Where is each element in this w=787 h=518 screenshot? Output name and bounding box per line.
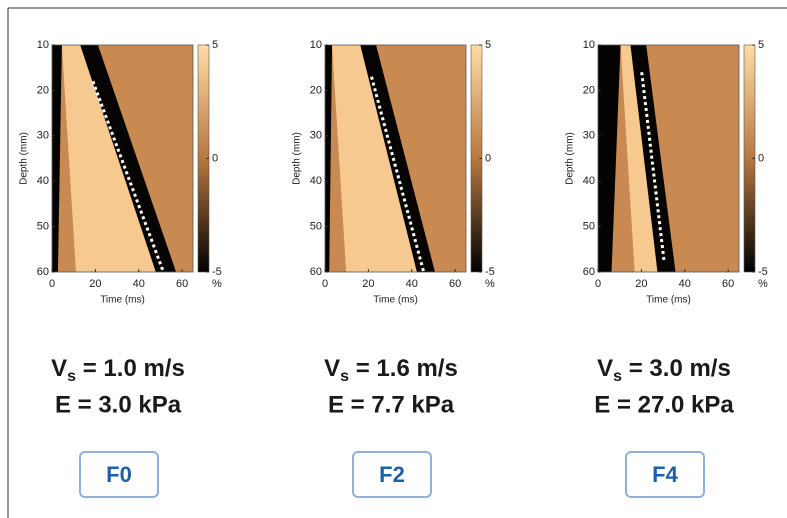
velocity-value: = 1.0 m/s <box>76 355 185 382</box>
y-tick-label: 20 <box>583 84 595 96</box>
heatmap-dark-front <box>80 45 177 272</box>
colorbar-tick-label: 5 <box>485 39 491 51</box>
colorbar-tick-label: 5 <box>758 39 764 51</box>
heatmap-dark-left <box>325 45 333 272</box>
x-tick-label: 0 <box>595 278 601 290</box>
x-tick-label: 20 <box>89 278 101 290</box>
y-tick-label: 60 <box>310 266 322 278</box>
y-axis-label: Depth (mm) <box>292 132 303 185</box>
x-axis-label: Time (ms) <box>373 295 418 306</box>
heatmap-dark-left <box>598 45 621 272</box>
x-tick-label: 0 <box>49 278 55 290</box>
y-tick-label: 50 <box>310 221 322 233</box>
heatmap-light-zone <box>620 45 658 272</box>
plot-border <box>51 44 194 273</box>
x-tick-label: 40 <box>406 278 418 290</box>
y-tick-label: 10 <box>583 39 595 51</box>
x-tick-label: 60 <box>722 278 734 290</box>
velocity-value: = 1.6 m/s <box>349 355 458 382</box>
colorbar-tick-label: 5 <box>212 39 218 51</box>
wave-front-fit <box>640 72 666 264</box>
velocity-subscript: s <box>613 368 622 385</box>
colorbar-tick-label: 0 <box>485 152 491 164</box>
velocity-symbol: V <box>324 355 340 382</box>
x-tick-label: 40 <box>133 278 145 290</box>
heatmap-dark-left <box>52 45 62 272</box>
x-axis-label: Time (ms) <box>100 295 145 306</box>
y-tick-label: 30 <box>37 130 49 142</box>
x-tick-label: 40 <box>679 278 691 290</box>
y-tick-label: 10 <box>37 39 49 51</box>
x-axis-label: Time (ms) <box>646 295 691 306</box>
plot-border <box>597 44 740 273</box>
stage-box <box>352 451 432 498</box>
y-tick-label: 20 <box>310 84 322 96</box>
y-tick-label: 40 <box>583 175 595 187</box>
stage-label: F4 <box>652 462 678 487</box>
y-tick-label: 60 <box>37 266 49 278</box>
stage-box <box>625 451 705 498</box>
colorbar-tick-label: -5 <box>485 266 495 278</box>
x-tick-label: 0 <box>322 278 328 290</box>
x-tick-label: 60 <box>449 278 461 290</box>
x-tick-label: 60 <box>176 278 188 290</box>
y-tick-label: 40 <box>37 175 49 187</box>
wave-front-fit <box>91 80 165 273</box>
y-tick-label: 40 <box>310 175 322 187</box>
stage-label: F2 <box>379 462 405 487</box>
colorbar-label: % <box>758 278 768 290</box>
x-tick-label: 20 <box>635 278 647 290</box>
modulus-label: E = 7.7 kPa <box>328 391 455 418</box>
colorbar-tick-label: -5 <box>212 266 222 278</box>
y-tick-label: 30 <box>583 130 595 142</box>
modulus-label: E = 27.0 kPa <box>594 391 734 418</box>
velocity-symbol: V <box>597 355 613 382</box>
y-tick-label: 10 <box>310 39 322 51</box>
y-axis-label: Depth (mm) <box>19 132 30 185</box>
y-tick-label: 20 <box>37 84 49 96</box>
velocity-subscript: s <box>340 368 349 385</box>
velocity-label: Vs = 1.0 m/s <box>51 355 185 385</box>
colorbar-tick-label: 0 <box>212 152 218 164</box>
stage-label: F0 <box>106 462 132 487</box>
velocity-symbol: V <box>51 355 67 382</box>
colorbar-label: % <box>485 278 495 290</box>
y-tick-label: 50 <box>583 221 595 233</box>
y-axis-label: Depth (mm) <box>565 132 576 185</box>
x-tick-label: 20 <box>362 278 374 290</box>
velocity-value: = 3.0 m/s <box>622 355 731 382</box>
plot-border <box>324 44 467 273</box>
colorbar-tick-label: -5 <box>758 266 768 278</box>
heatmap-light-zone <box>332 45 417 272</box>
velocity-subscript: s <box>67 368 76 385</box>
stage-box <box>79 451 159 498</box>
y-tick-label: 60 <box>583 266 595 278</box>
y-tick-label: 30 <box>310 130 322 142</box>
heatmap-light-zone <box>61 45 157 272</box>
y-tick-label: 50 <box>37 221 49 233</box>
colorbar-tick-label: 0 <box>758 152 764 164</box>
modulus-label: E = 3.0 kPa <box>55 391 182 418</box>
velocity-label: Vs = 1.6 m/s <box>324 355 458 385</box>
wave-front-fit <box>370 76 426 273</box>
velocity-label: Vs = 3.0 m/s <box>597 355 731 385</box>
colorbar-label: % <box>212 278 222 290</box>
